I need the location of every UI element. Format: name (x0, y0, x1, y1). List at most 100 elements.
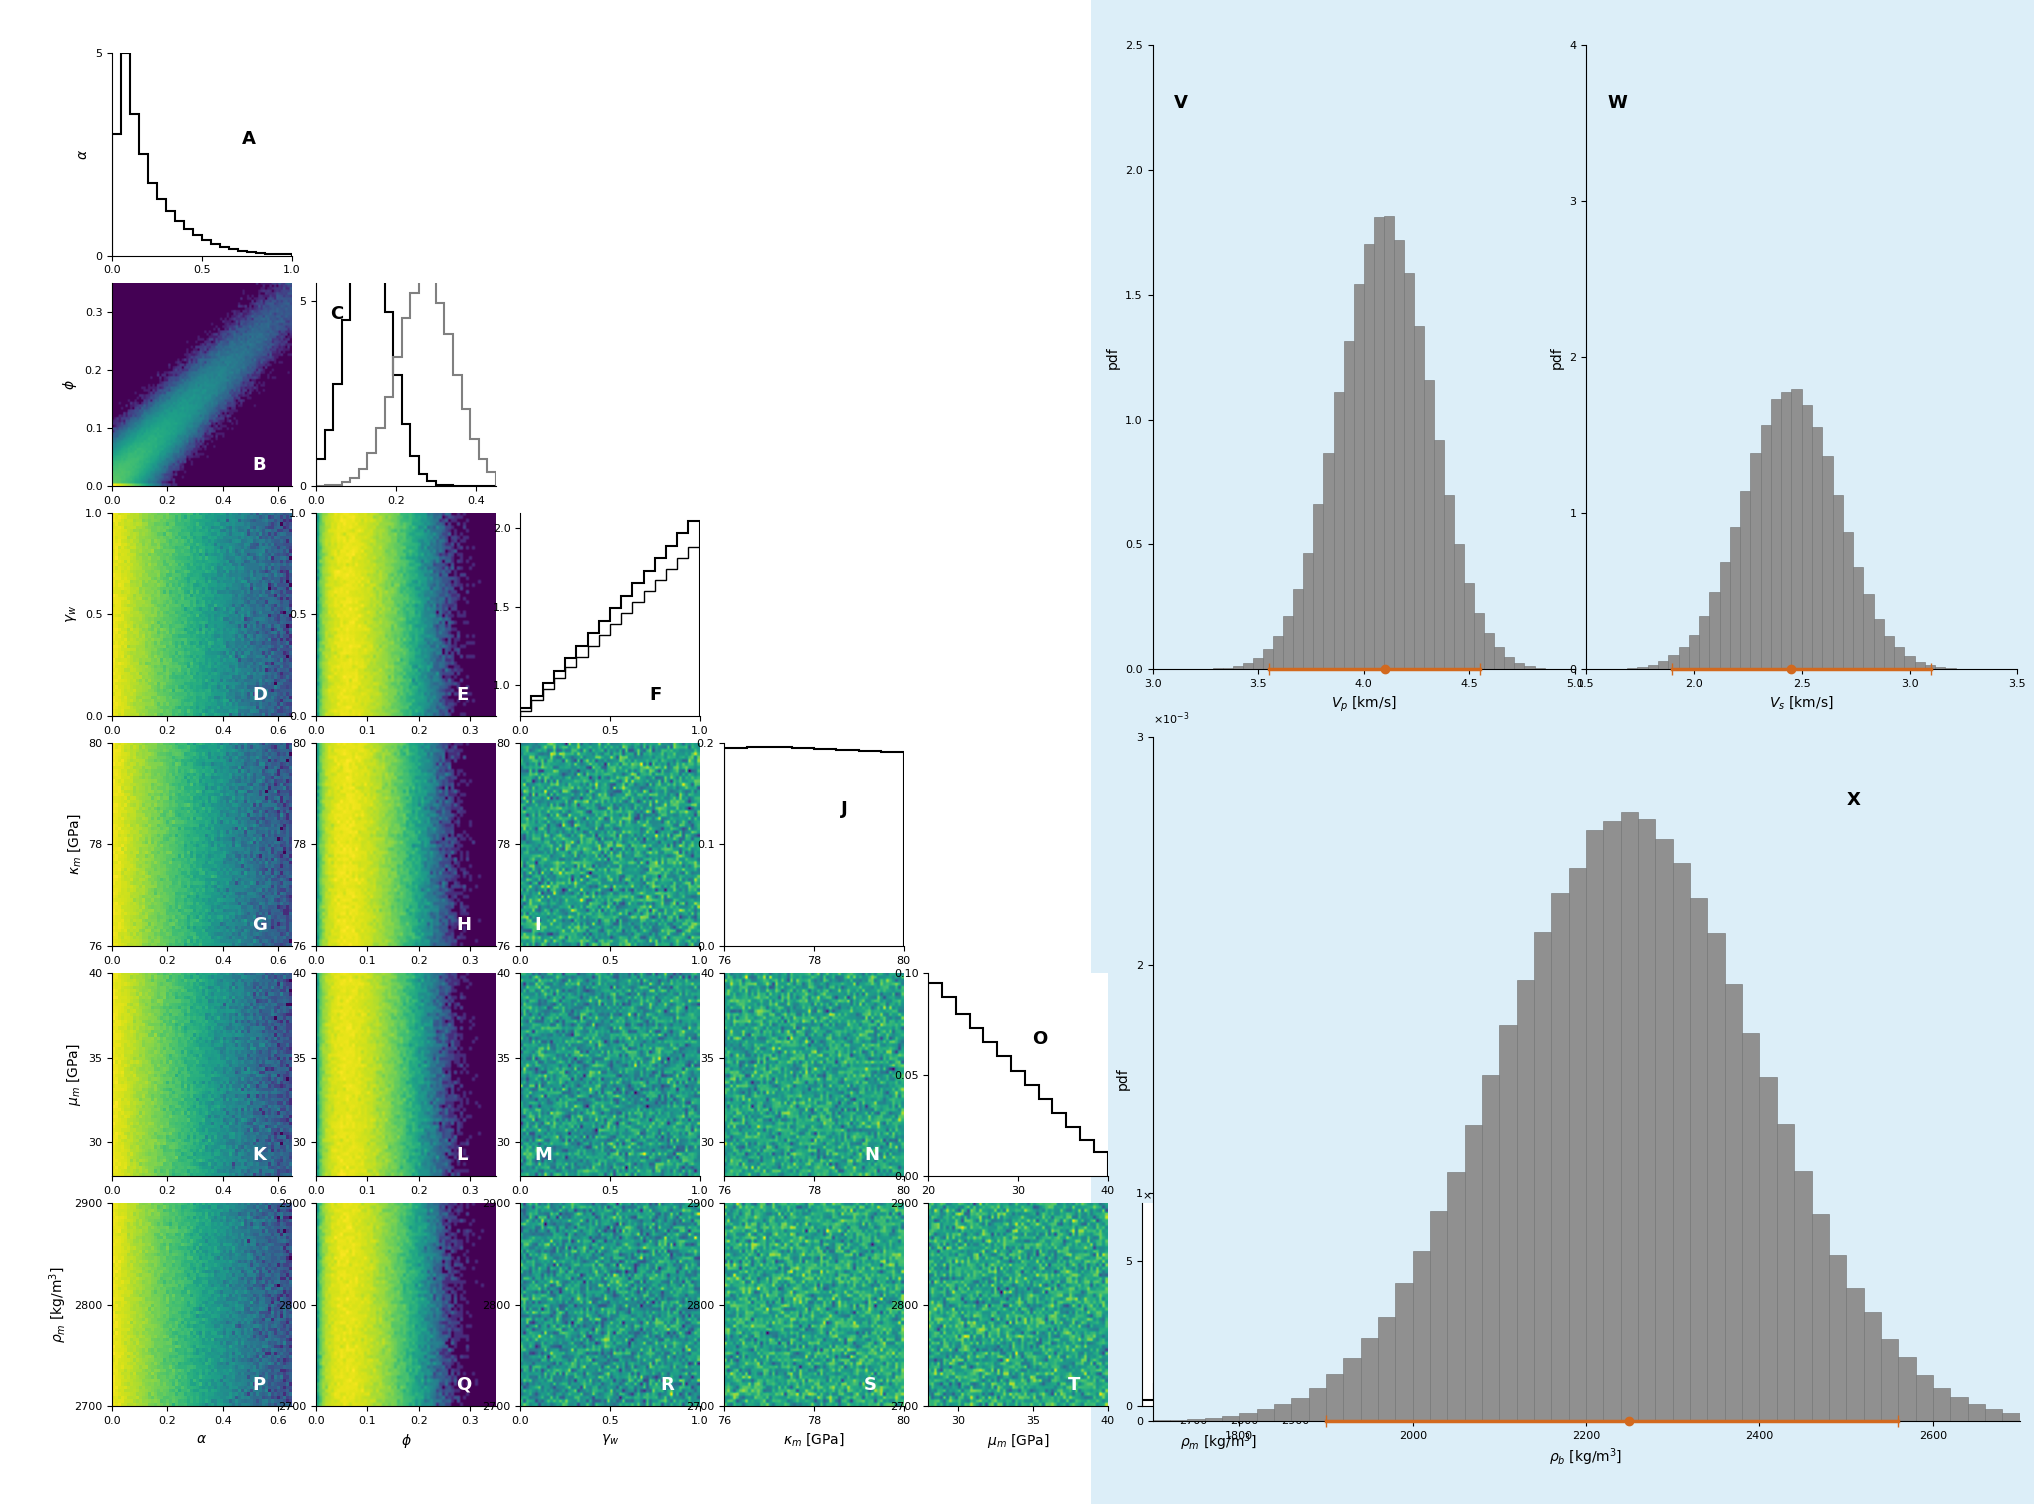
Bar (1688, 635, 1698, 669)
Bar (1334, 391, 1344, 669)
Bar (1984, 1409, 2000, 1421)
X-axis label: $V_s$ [km/s]: $V_s$ [km/s] (1768, 695, 1833, 711)
Bar (1291, 1397, 1309, 1421)
Bar (1372, 217, 1382, 669)
X-axis label: $\phi$: $\phi$ (400, 1432, 412, 1450)
Text: T: T (1068, 1376, 1081, 1394)
Bar (1256, 1409, 1272, 1421)
Bar (1770, 399, 1780, 669)
Y-axis label: $\alpha$: $\alpha$ (75, 149, 90, 159)
X-axis label: $\gamma_w$: $\gamma_w$ (602, 1432, 618, 1447)
Bar (1513, 663, 1523, 669)
Bar (1378, 1318, 1395, 1421)
Bar (1672, 863, 1688, 1421)
Bar (1811, 1214, 1827, 1421)
X-axis label: $\rho_b$ [kg/m$^3$]: $\rho_b$ [kg/m$^3$] (1550, 1447, 1621, 1468)
Bar (1678, 647, 1688, 669)
Bar (1658, 662, 1668, 669)
Bar (1829, 1254, 1845, 1421)
Bar (1252, 659, 1262, 669)
Bar (1637, 666, 1648, 669)
Bar (1794, 1172, 1811, 1421)
Bar (1915, 662, 1925, 669)
Y-axis label: $\kappa_m$ [GPa]: $\kappa_m$ [GPa] (65, 814, 84, 875)
Text: E: E (457, 686, 469, 704)
Bar (1393, 239, 1403, 669)
Bar (1354, 284, 1362, 669)
Bar (1800, 405, 1811, 669)
Bar (1831, 495, 1841, 669)
Text: D: D (253, 686, 267, 704)
Bar (1464, 1125, 1480, 1421)
Bar (1499, 1026, 1517, 1421)
Bar (1758, 1077, 1776, 1421)
Bar (1811, 427, 1821, 669)
Text: G: G (253, 916, 267, 934)
Bar (1344, 341, 1354, 669)
Bar (1272, 636, 1283, 669)
Y-axis label: $\rho_m$ [kg/m$^3$]: $\rho_m$ [kg/m$^3$] (47, 1266, 69, 1343)
Bar (1448, 1173, 1464, 1421)
Bar (1925, 665, 1935, 669)
Bar (1454, 543, 1464, 669)
Bar (1203, 1418, 1221, 1421)
Bar (1293, 588, 1303, 669)
Text: R: R (661, 1376, 673, 1394)
Bar (1933, 1388, 1949, 1421)
Bar (1523, 666, 1533, 669)
Bar (1360, 1339, 1378, 1421)
Bar (1739, 492, 1749, 669)
Bar (1760, 424, 1770, 669)
Bar (1729, 528, 1739, 669)
Bar (1495, 647, 1503, 669)
Text: L: L (457, 1146, 467, 1164)
Bar (1872, 618, 1882, 669)
Text: U: U (1236, 1376, 1250, 1394)
Bar (1433, 441, 1444, 669)
Bar (1474, 614, 1484, 669)
Text: A: A (241, 129, 255, 147)
Bar (1517, 979, 1533, 1421)
Text: I: I (534, 916, 540, 934)
Bar (1309, 1388, 1325, 1421)
Bar (1552, 893, 1568, 1421)
Bar (1707, 934, 1725, 1421)
Bar (1821, 456, 1831, 669)
Text: $\times 10^{-3}$: $\times 10^{-3}$ (1152, 710, 1189, 726)
Bar (1187, 1418, 1203, 1421)
Bar (1262, 648, 1272, 669)
Bar (1484, 633, 1495, 669)
Bar (1949, 1397, 1966, 1421)
Bar (1776, 1125, 1794, 1421)
Bar (1411, 1251, 1429, 1421)
Y-axis label: $\phi$: $\phi$ (61, 379, 80, 390)
Bar (1719, 561, 1729, 669)
Bar (1533, 932, 1550, 1421)
Text: J: J (840, 800, 848, 818)
Bar (1586, 830, 1603, 1421)
Text: S: S (865, 1376, 877, 1394)
X-axis label: $\mu_m$ [GPa]: $\mu_m$ [GPa] (987, 1432, 1048, 1450)
Text: P: P (253, 1376, 265, 1394)
Bar (1382, 215, 1393, 669)
Bar (1423, 381, 1433, 669)
Text: V: V (1172, 93, 1187, 111)
Bar (1892, 648, 1904, 669)
Bar (1283, 617, 1293, 669)
Bar (1966, 1403, 1984, 1421)
Text: K: K (253, 1146, 265, 1164)
Bar (1362, 244, 1372, 669)
Text: Q: Q (457, 1376, 471, 1394)
Y-axis label: $\mu_m$ [GPa]: $\mu_m$ [GPa] (65, 1044, 84, 1105)
Bar (1882, 636, 1892, 669)
Bar (1709, 593, 1719, 669)
X-axis label: $\kappa_m$ [GPa]: $\kappa_m$ [GPa] (783, 1432, 844, 1448)
Bar (1313, 504, 1323, 669)
Bar (1749, 453, 1760, 669)
Bar (1464, 582, 1474, 669)
Bar (1621, 812, 1637, 1421)
Bar (1240, 1412, 1256, 1421)
Bar (1648, 665, 1658, 669)
Bar (2002, 1414, 2019, 1421)
Bar (1688, 898, 1707, 1421)
